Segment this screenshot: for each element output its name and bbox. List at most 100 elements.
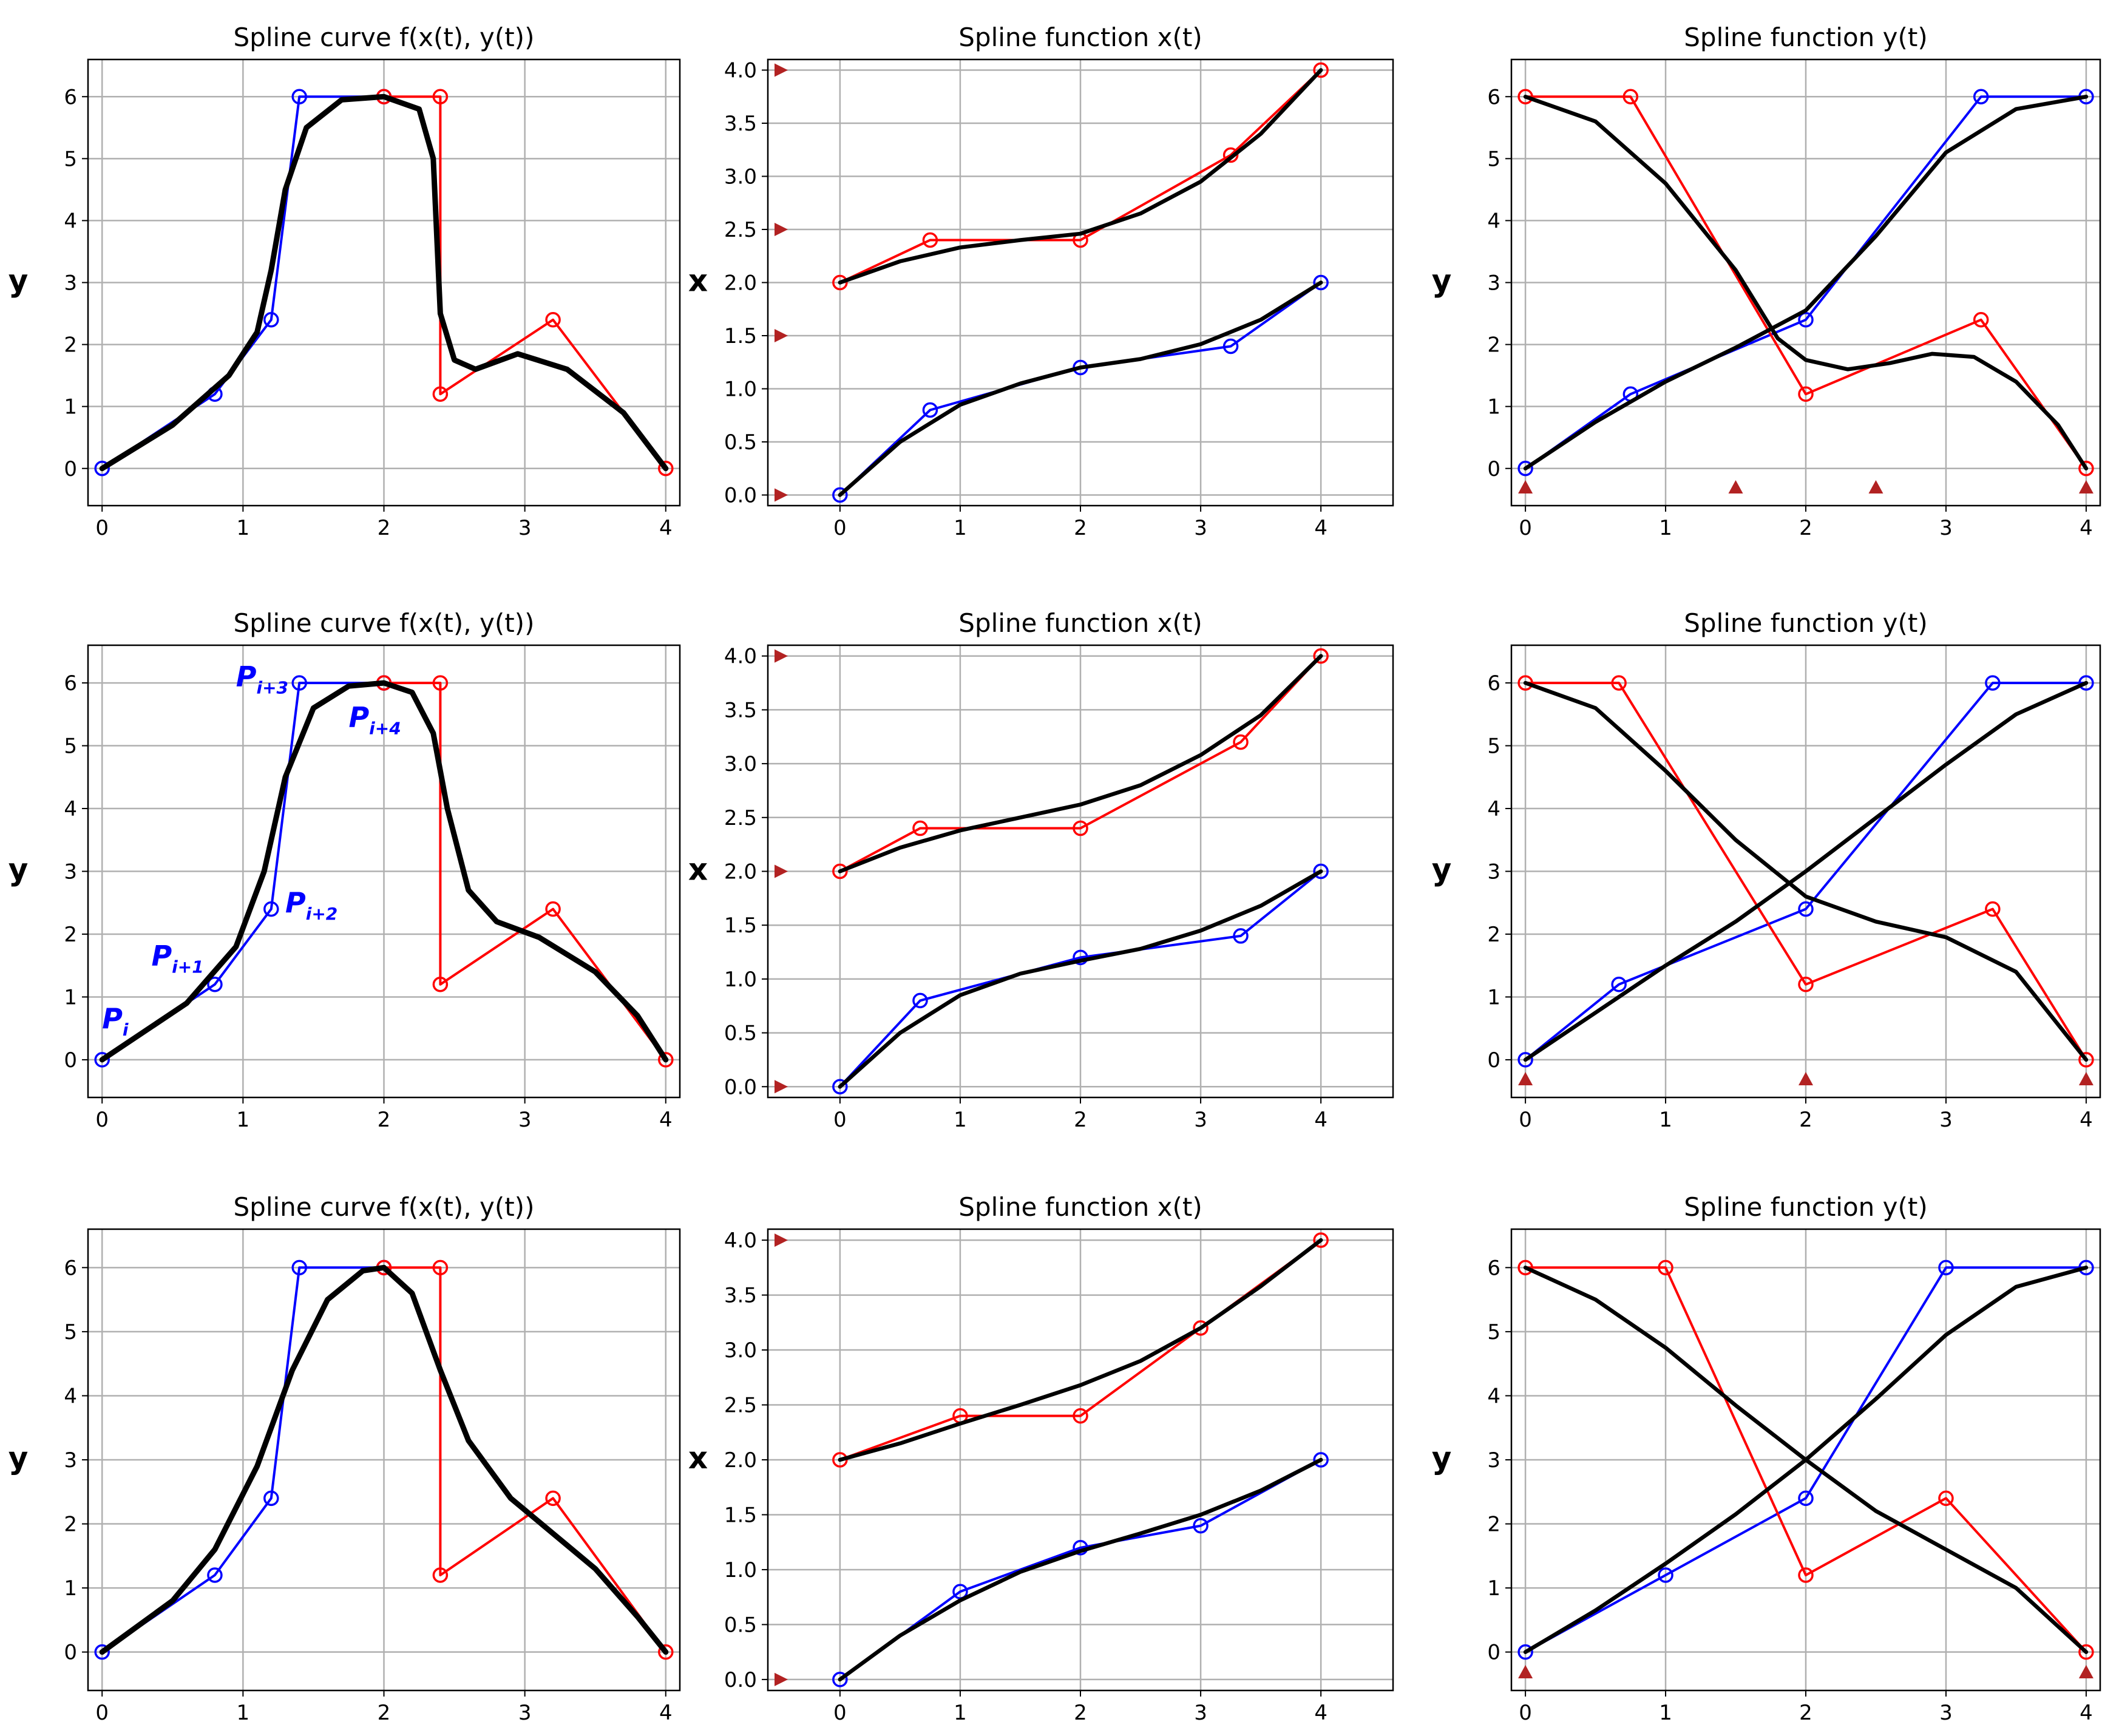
control-point-marker (1233, 928, 1249, 944)
y-tick-label: 0.0 (724, 1075, 757, 1099)
y-tick-label: 3.0 (724, 1338, 757, 1363)
chart-title: Spline function x(t) (958, 1192, 1202, 1222)
control-point-marker (1233, 734, 1249, 750)
control-point-marker (1517, 1260, 1533, 1276)
y-tick-label: 4 (1487, 209, 1500, 233)
knot-marker (775, 329, 788, 342)
control-point-marker (1193, 1320, 1209, 1336)
control-point-marker (1611, 675, 1627, 691)
control-point-marker (658, 1052, 674, 1068)
control-point-marker (658, 461, 674, 476)
point-label-base: P (236, 660, 257, 693)
spline-curve (1523, 680, 2089, 1062)
control-point-marker (1517, 461, 1533, 476)
x-tick-label: 0 (95, 1701, 109, 1725)
point-label-subscript: i+4 (369, 719, 401, 739)
y-axis-label: y (1432, 263, 1452, 299)
chart-title: Spline curve f(x(t), y(t)) (234, 608, 535, 638)
x-tick-label: 3 (1194, 1108, 1207, 1132)
x-tick-label: 0 (833, 1108, 847, 1132)
x-tick-label: 3 (518, 516, 532, 540)
control-point-marker (1798, 977, 1814, 992)
y-tick-label: 1 (64, 395, 77, 419)
plot-area (94, 1260, 674, 1660)
spline-curve (838, 654, 1323, 873)
spline-curve (1523, 680, 2089, 1062)
y-axis-label: x (688, 852, 708, 887)
x-tick-label: 1 (1659, 516, 1672, 540)
y-tick-label: 3 (1487, 860, 1500, 884)
knot-marker (2078, 480, 2094, 493)
x-tick-label: 3 (1194, 1701, 1207, 1725)
plot-area (1517, 675, 2094, 1068)
y-tick-label: 2 (64, 923, 77, 947)
control-point-marker (832, 863, 848, 880)
control-point-marker (1658, 1567, 1673, 1583)
y-tick-label: 0.0 (724, 1668, 757, 1692)
point-label-base: P (285, 886, 306, 919)
axes-frame (767, 1228, 1394, 1692)
y-tick-label: 0.5 (724, 1613, 757, 1637)
control-point-marker (1658, 1260, 1673, 1276)
chart-title: Spline function y(t) (1684, 1192, 1927, 1222)
knot-marker (775, 1233, 788, 1247)
plot-area (832, 648, 1329, 1095)
control-point-marker (1973, 89, 1989, 104)
control-point-marker (1517, 89, 1533, 104)
control-polygon-red (1524, 682, 2087, 1061)
axes-frame (767, 644, 1394, 1099)
control-polygon-red (838, 69, 1323, 284)
knot-marker (775, 864, 788, 878)
knot-marker (2078, 1072, 2094, 1085)
control-point-marker (1611, 977, 1627, 992)
y-tick-label: 1.5 (724, 914, 757, 938)
chart-panel-3: 0 1 2 3 4 0 1 2 3 4 5 6 Spline function y(t) y (1432, 22, 2101, 540)
y-tick-label: 5 (64, 734, 77, 759)
control-point-marker (432, 675, 449, 691)
y-axis-label: y (8, 852, 29, 887)
control-polygon-blue (1524, 1266, 2087, 1653)
y-tick-label: 3.5 (724, 698, 757, 722)
control-point-marker (1313, 274, 1329, 291)
spline-curve (1523, 95, 2089, 471)
y-tick-label: 1 (1487, 395, 1500, 419)
control-point-marker (832, 274, 848, 291)
x-tick-label: 4 (2080, 1108, 2093, 1132)
point-label: Pi+3 (236, 660, 288, 697)
y-axis-label: y (8, 1440, 29, 1476)
control-point-marker (1517, 1644, 1533, 1660)
y-tick-label: 0 (64, 457, 77, 481)
chart-title: Spline function y(t) (1684, 22, 1927, 52)
y-tick-label: 6 (64, 85, 77, 109)
point-label-subscript: i+3 (256, 677, 288, 697)
y-tick-label: 5 (1487, 1320, 1500, 1344)
y-tick-label: 1 (1487, 985, 1500, 1009)
control-polygon-blue (1524, 682, 2087, 1061)
control-point-marker (1313, 1452, 1329, 1468)
control-point-marker (1193, 1517, 1209, 1534)
y-axis-label: y (1432, 852, 1452, 887)
chart-panel-5: 0 1 2 3 4 0.0 0.5 1.0 1.5 2.0 2.5 3.0 3.5 4.0 Spline f… (688, 608, 1394, 1132)
point-label-base: P (348, 701, 369, 734)
control-point-marker (545, 312, 561, 328)
control-polygon-red (1524, 1266, 2087, 1653)
x-tick-label: 1 (954, 1108, 967, 1132)
control-polygon-red (382, 95, 667, 470)
x-tick-label: 2 (1074, 516, 1087, 540)
axes-frame (87, 58, 681, 507)
y-tick-label: 0.0 (724, 484, 757, 508)
control-point-marker (432, 386, 449, 402)
x-tick-label: 4 (2080, 1701, 2093, 1725)
y-tick-label: 1.5 (724, 324, 757, 348)
knot-marker (1799, 1072, 1813, 1085)
axes-frame (1510, 58, 2101, 507)
point-label-base: P (102, 1002, 123, 1035)
spline-curve (838, 869, 1323, 1089)
chart-panel-8: 0 1 2 3 4 0.0 0.5 1.0 1.5 2.0 2.5 3.0 3.5 4.0 Spline f… (688, 1192, 1394, 1725)
x-tick-label: 3 (1939, 1701, 1953, 1725)
y-tick-label: 5 (64, 147, 77, 171)
x-tick-label: 2 (378, 1108, 391, 1132)
y-tick-label: 3 (64, 860, 77, 884)
control-point-marker (1222, 147, 1239, 163)
knot-marker (775, 649, 788, 663)
